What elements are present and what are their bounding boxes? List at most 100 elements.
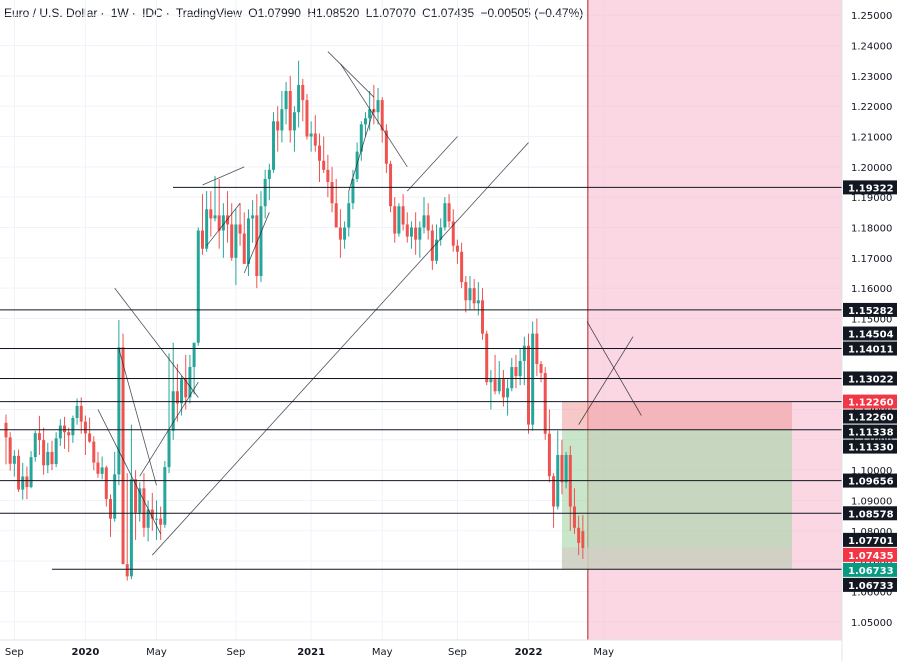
trend-line[interactable] (118, 348, 157, 486)
candle-body (426, 215, 430, 231)
candle-body (146, 509, 150, 528)
price-label-text: 1.15282 (848, 306, 894, 317)
price-label-box (843, 409, 897, 424)
price-label-text: 1.11338 (848, 428, 894, 439)
price-label-text: 1.11330 (848, 443, 894, 454)
candle-body (217, 215, 221, 231)
candle-body (401, 206, 405, 225)
candle-body (171, 391, 175, 431)
platform-name: TradingView (175, 6, 242, 20)
candle-body (17, 455, 21, 490)
price-tick-label: 1.16000 (851, 284, 892, 295)
price-tick-label: 1.15000 (851, 314, 892, 325)
candle-body (196, 230, 200, 343)
candle-body (92, 441, 96, 463)
trend-line[interactable] (114, 287, 199, 398)
price-tick-label: 1.10000 (851, 466, 892, 477)
time-tick-label: Sep (226, 647, 245, 658)
candle-body (539, 363, 543, 374)
price-label-box (843, 341, 897, 356)
candle-body (200, 230, 204, 249)
candle-body (468, 288, 472, 301)
candle-body (63, 425, 67, 433)
candle-body (531, 333, 535, 425)
candle-body (54, 438, 58, 465)
candle-body (435, 239, 439, 261)
candle-body (501, 379, 505, 398)
candle-body (246, 218, 250, 264)
price-label-text: 1.19322 (848, 183, 894, 194)
candle-body (351, 178, 355, 204)
trend-line[interactable] (206, 202, 241, 246)
candle-body (572, 506, 576, 528)
candle-body (577, 527, 581, 543)
candle-body (188, 367, 192, 398)
price-label-text: 1.06733 (848, 566, 894, 577)
candle-body (213, 215, 217, 219)
candle-body (334, 203, 338, 228)
candle-body (527, 345, 530, 425)
candle-body (422, 215, 426, 228)
candle-body (226, 215, 230, 225)
candle-body (393, 206, 397, 234)
candle-body (430, 230, 434, 261)
time-tick-label: May (146, 647, 167, 658)
time-tick-label: May (372, 647, 393, 658)
candle-body (276, 121, 280, 131)
price-label-box (843, 562, 897, 577)
candle-body (109, 498, 112, 519)
trend-line[interactable] (586, 321, 642, 416)
candle-body (284, 90, 288, 110)
candle-body (25, 476, 29, 488)
candle-body (518, 360, 522, 377)
take-profit-zone (561, 429, 792, 570)
trend-line[interactable] (348, 109, 375, 192)
candle-body (297, 84, 301, 113)
trend-line[interactable] (202, 166, 245, 186)
candle-body (414, 227, 418, 240)
open-pnl-zone (561, 547, 792, 570)
trend-line[interactable] (578, 336, 634, 425)
candle-body (33, 433, 37, 458)
candle-body (292, 112, 296, 131)
candle-body (37, 433, 41, 441)
candle-body (154, 518, 158, 520)
trend-line[interactable] (327, 51, 375, 98)
candle-body (159, 518, 163, 525)
candle-body (113, 474, 117, 519)
price-label-box (843, 473, 897, 488)
trend-line[interactable] (243, 212, 270, 274)
candle-body (510, 367, 514, 389)
price-tick-label: 1.24000 (851, 41, 892, 52)
candle-body (259, 206, 263, 277)
candle-body (560, 454, 564, 483)
price-label-box (843, 506, 897, 521)
price-label-text: 1.13022 (848, 374, 894, 385)
price-label-text: 1.07435 (848, 551, 894, 562)
candle-body (263, 178, 267, 207)
candle-body (46, 451, 50, 466)
candle-body (301, 84, 305, 101)
candle-body (29, 457, 33, 488)
price-label-box (843, 394, 897, 409)
candle-body (313, 133, 317, 146)
price-label-box (843, 302, 897, 317)
trend-line[interactable] (406, 136, 458, 192)
candle-body (192, 342, 196, 368)
candle-body (355, 151, 359, 179)
price-label-text: 1.09656 (848, 477, 894, 488)
timeframe[interactable]: 1W (110, 6, 129, 20)
candle-body (497, 379, 501, 392)
candle-body (552, 476, 556, 507)
stop-loss-zone (561, 401, 792, 430)
candle-body (67, 432, 71, 436)
price-label-box (843, 577, 897, 592)
time-tick-label: 2021 (297, 647, 325, 658)
candle-body (121, 347, 125, 565)
price-tick-label: 1.17000 (851, 254, 892, 265)
trend-line[interactable] (340, 63, 408, 168)
candle-body (389, 163, 393, 207)
candle-body (472, 288, 476, 304)
candle-body (368, 109, 372, 119)
